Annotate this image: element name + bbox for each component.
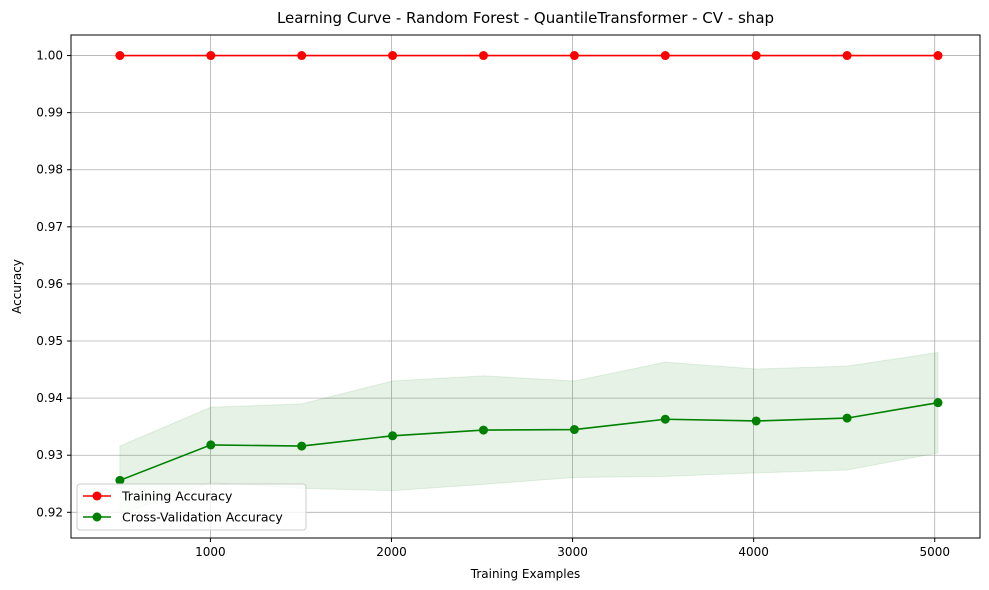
training-accuracy-point	[115, 51, 125, 61]
cv-accuracy-band	[119, 351, 939, 516]
cv-accuracy-point	[297, 441, 307, 451]
training-accuracy-point	[206, 51, 216, 61]
legend: Training Accuracy Cross-Validation Accura…	[76, 483, 307, 531]
chart-title: Learning Curve - Random Forest - Quantil…	[277, 9, 774, 27]
y-tick-label: 0.98	[36, 163, 63, 177]
x-tick-label: 4000	[738, 545, 769, 559]
confidence-bands	[119, 351, 939, 516]
x-axis-label: Training Examples	[470, 567, 580, 581]
y-tick-label: 0.95	[36, 334, 63, 348]
cv-accuracy-point	[388, 431, 398, 441]
x-tick-label: 2000	[376, 545, 407, 559]
y-tick-label: 0.94	[36, 391, 63, 405]
training-accuracy-point	[478, 51, 488, 61]
cv-accuracy-point	[660, 414, 670, 424]
y-tick-label: 0.96	[36, 277, 63, 291]
training-accuracy-point	[751, 51, 761, 61]
legend-box	[76, 483, 307, 531]
axis-ticks: 1000 2000 3000 4000 5000 0.92 0.93 0.94 0.95 0.96…	[36, 49, 950, 559]
cv-accuracy-point	[569, 425, 579, 435]
legend-training-accuracy-label: Training Accuracy	[121, 489, 233, 504]
x-tick-label: 5000	[919, 545, 950, 559]
x-tick-label: 1000	[195, 545, 226, 559]
cv-accuracy-point	[751, 416, 761, 426]
training-accuracy-point	[842, 51, 852, 61]
cv-accuracy-point	[478, 425, 488, 435]
x-tick-label: 3000	[557, 545, 588, 559]
cv-accuracy-point	[842, 413, 852, 423]
cv-accuracy-point	[933, 398, 943, 408]
legend-cv-accuracy-marker	[92, 512, 102, 522]
training-accuracy-point	[933, 51, 943, 61]
y-axis-label: Accuracy	[10, 259, 24, 314]
legend-cv-accuracy-label: Cross-Validation Accuracy	[122, 510, 283, 525]
training-accuracy-point	[388, 51, 398, 61]
cv-accuracy-point	[206, 440, 216, 450]
training-accuracy-point	[297, 51, 307, 61]
y-tick-label: 0.97	[36, 220, 63, 234]
cv-accuracy-point	[115, 475, 125, 485]
y-tick-label: 1.00	[36, 49, 63, 63]
training-accuracy-point	[569, 51, 579, 61]
y-tick-label: 0.99	[36, 106, 63, 120]
training-accuracy-point	[660, 51, 670, 61]
y-tick-label: 0.92	[36, 505, 63, 519]
y-tick-label: 0.93	[36, 448, 63, 462]
plot-frame	[70, 34, 981, 539]
legend-training-accuracy-marker	[92, 491, 102, 501]
cv-accuracy-line	[119, 401, 939, 482]
series-lines	[115, 51, 943, 485]
